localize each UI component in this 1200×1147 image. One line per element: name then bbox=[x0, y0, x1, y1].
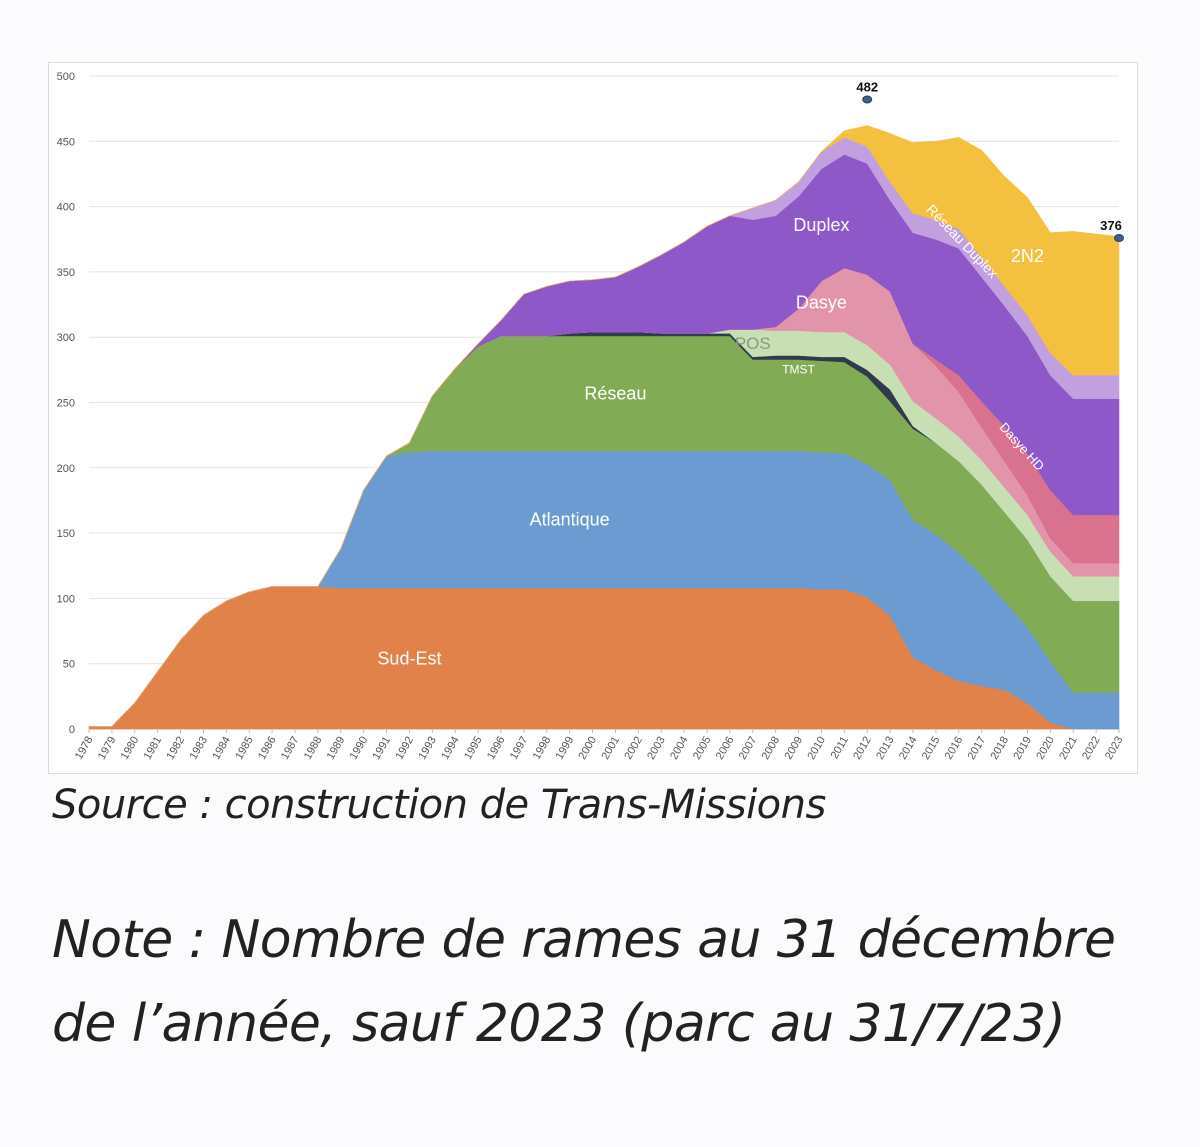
area-series bbox=[88, 125, 1120, 730]
point-marker-2023 bbox=[1114, 233, 1124, 242]
x-tick-label: 2015 bbox=[920, 735, 943, 762]
area-2n2 bbox=[89, 125, 1120, 727]
x-tick-label: 1994 bbox=[439, 735, 462, 762]
x-tick-label: 1979 bbox=[96, 735, 119, 762]
x-tick-label: 2022 bbox=[1080, 735, 1103, 762]
x-tick-label: 1995 bbox=[462, 735, 485, 762]
point-markers: 482 376 bbox=[856, 80, 1124, 242]
x-tick-label: 2012 bbox=[851, 735, 874, 762]
x-tick-label: 1990 bbox=[348, 735, 371, 762]
x-tick-label: 2006 bbox=[714, 735, 737, 762]
x-tick-label: 2019 bbox=[1011, 735, 1034, 762]
y-tick-label: 100 bbox=[57, 593, 75, 605]
y-tick-label: 350 bbox=[57, 267, 75, 279]
x-tick-label: 2008 bbox=[760, 735, 783, 762]
x-tick-label: 1996 bbox=[485, 735, 508, 762]
x-tick-label: 1997 bbox=[508, 735, 531, 762]
label-pos: POS bbox=[735, 334, 771, 353]
x-tick-label: 2010 bbox=[805, 735, 828, 762]
x-axis-ticks: 1978 1979 1980 1981 1982 1983 1984 1985 1986 1987… bbox=[73, 729, 1126, 762]
x-tick-label: 1978 bbox=[73, 735, 96, 762]
source-caption: Source : construction de Trans-Missions bbox=[52, 782, 826, 828]
point-value-label-2023: 376 bbox=[1100, 218, 1122, 233]
x-tick-label: 2023 bbox=[1103, 735, 1126, 762]
label-reseau: Réseau bbox=[584, 383, 646, 403]
y-tick-label: 300 bbox=[57, 332, 75, 344]
x-tick-label: 1998 bbox=[531, 735, 554, 762]
y-tick-label: 200 bbox=[57, 463, 75, 475]
x-tick-label: 1984 bbox=[210, 735, 233, 762]
x-tick-label: 2003 bbox=[645, 735, 668, 762]
x-tick-label: 1983 bbox=[187, 735, 210, 762]
y-tick-label: 150 bbox=[57, 528, 75, 540]
x-tick-label: 1987 bbox=[279, 735, 302, 762]
x-tick-label: 2009 bbox=[783, 735, 806, 762]
y-tick-label: 450 bbox=[57, 136, 75, 148]
x-tick-label: 2011 bbox=[829, 735, 851, 761]
x-tick-label: 1982 bbox=[165, 735, 188, 762]
x-tick-label: 1981 bbox=[142, 735, 165, 762]
chart-frame: 0 50 100 150 200 250 300 350 400 450 500 1978 1979 1… bbox=[48, 62, 1138, 774]
x-tick-label: 1985 bbox=[233, 735, 256, 762]
label-duplex: Duplex bbox=[793, 215, 849, 235]
x-tick-label: 1989 bbox=[325, 735, 348, 762]
x-tick-label: 1993 bbox=[416, 735, 439, 762]
label-dasye: Dasye bbox=[796, 293, 847, 313]
label-sud-est: Sud-Est bbox=[377, 648, 441, 668]
x-tick-label: 2021 bbox=[1057, 735, 1080, 762]
x-tick-label: 2005 bbox=[691, 735, 714, 762]
x-tick-label: 2002 bbox=[622, 735, 645, 762]
x-tick-label: 1999 bbox=[554, 735, 577, 762]
x-tick-label: 2020 bbox=[1034, 734, 1057, 761]
x-tick-label: 2004 bbox=[668, 735, 691, 762]
y-tick-label: 250 bbox=[57, 398, 75, 410]
y-tick-label: 50 bbox=[63, 659, 75, 671]
y-tick-label: 0 bbox=[69, 724, 75, 736]
x-tick-label: 2014 bbox=[897, 735, 920, 762]
x-tick-label: 1980 bbox=[119, 735, 142, 762]
point-value-label-2012: 482 bbox=[856, 80, 878, 95]
x-tick-label: 1988 bbox=[302, 735, 325, 762]
label-tmst: TMST bbox=[782, 362, 815, 376]
label-atlantique: Atlantique bbox=[530, 509, 610, 529]
y-axis-ticks: 0 50 100 150 200 250 300 350 400 450 500 bbox=[57, 71, 75, 736]
label-2n2: 2N2 bbox=[1011, 246, 1044, 266]
y-tick-label: 500 bbox=[57, 71, 75, 83]
x-tick-label: 2007 bbox=[737, 735, 760, 762]
x-tick-label: 2000 bbox=[577, 735, 600, 762]
x-tick-label: 2018 bbox=[989, 735, 1012, 762]
y-tick-label: 400 bbox=[57, 202, 75, 214]
x-tick-label: 1991 bbox=[371, 735, 394, 762]
x-tick-label: 2016 bbox=[943, 735, 966, 762]
note-caption: Note : Nombre de rames au 31 décembre de… bbox=[52, 910, 1116, 1054]
x-tick-label: 1992 bbox=[393, 735, 416, 762]
point-marker-2012 bbox=[862, 95, 873, 104]
x-tick-label: 2013 bbox=[874, 735, 897, 762]
x-tick-label: 2017 bbox=[966, 735, 989, 762]
x-tick-label: 2001 bbox=[599, 735, 622, 762]
x-tick-label: 1986 bbox=[256, 735, 279, 762]
